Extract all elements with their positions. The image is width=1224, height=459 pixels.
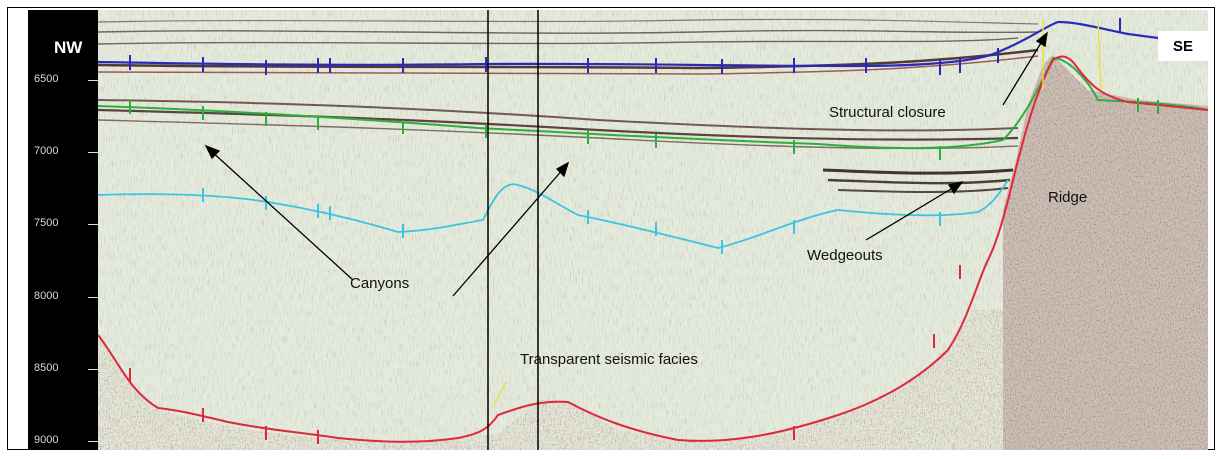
seismic-section: [98, 10, 1208, 450]
se-direction-label: SE: [1158, 31, 1208, 61]
structural-closure-label: Structural closure: [829, 104, 946, 121]
depth-tick-mark: [88, 80, 98, 81]
closure-marker-line: [1097, 19, 1102, 91]
depth-axis: [28, 10, 98, 450]
yellow-marker: [493, 381, 507, 406]
horizon-pick-markers: [129, 18, 1159, 444]
canyons-label: Canyons: [350, 275, 410, 292]
depth-tick-mark: [88, 441, 98, 442]
horizon-green: [98, 56, 1208, 150]
annotation-arrows: [204, 31, 1048, 297]
transparent-facies-label: Transparent seismic facies: [520, 351, 698, 368]
depth-tick-label: 7000: [34, 145, 59, 157]
ridge-label: Ridge: [1048, 189, 1088, 206]
depth-tick-label: 6500: [34, 73, 59, 85]
depth-tick-label: 9000: [34, 434, 59, 446]
ridge-texture: [1003, 55, 1208, 450]
depth-tick-mark: [88, 369, 98, 370]
depth-tick-label: 8500: [34, 362, 59, 374]
depth-tick-label: 8000: [34, 290, 59, 302]
horizon-cyan: [98, 179, 1009, 249]
depth-tick-mark: [88, 224, 98, 225]
horizon-red-basement: [98, 55, 1208, 443]
nw-direction-label: NW: [54, 38, 83, 57]
depth-tick-mark: [88, 297, 98, 298]
depth-tick-label: 7500: [34, 217, 59, 229]
wedgeouts-label: Wedgeouts: [807, 247, 883, 264]
depth-tick-mark: [88, 152, 98, 153]
